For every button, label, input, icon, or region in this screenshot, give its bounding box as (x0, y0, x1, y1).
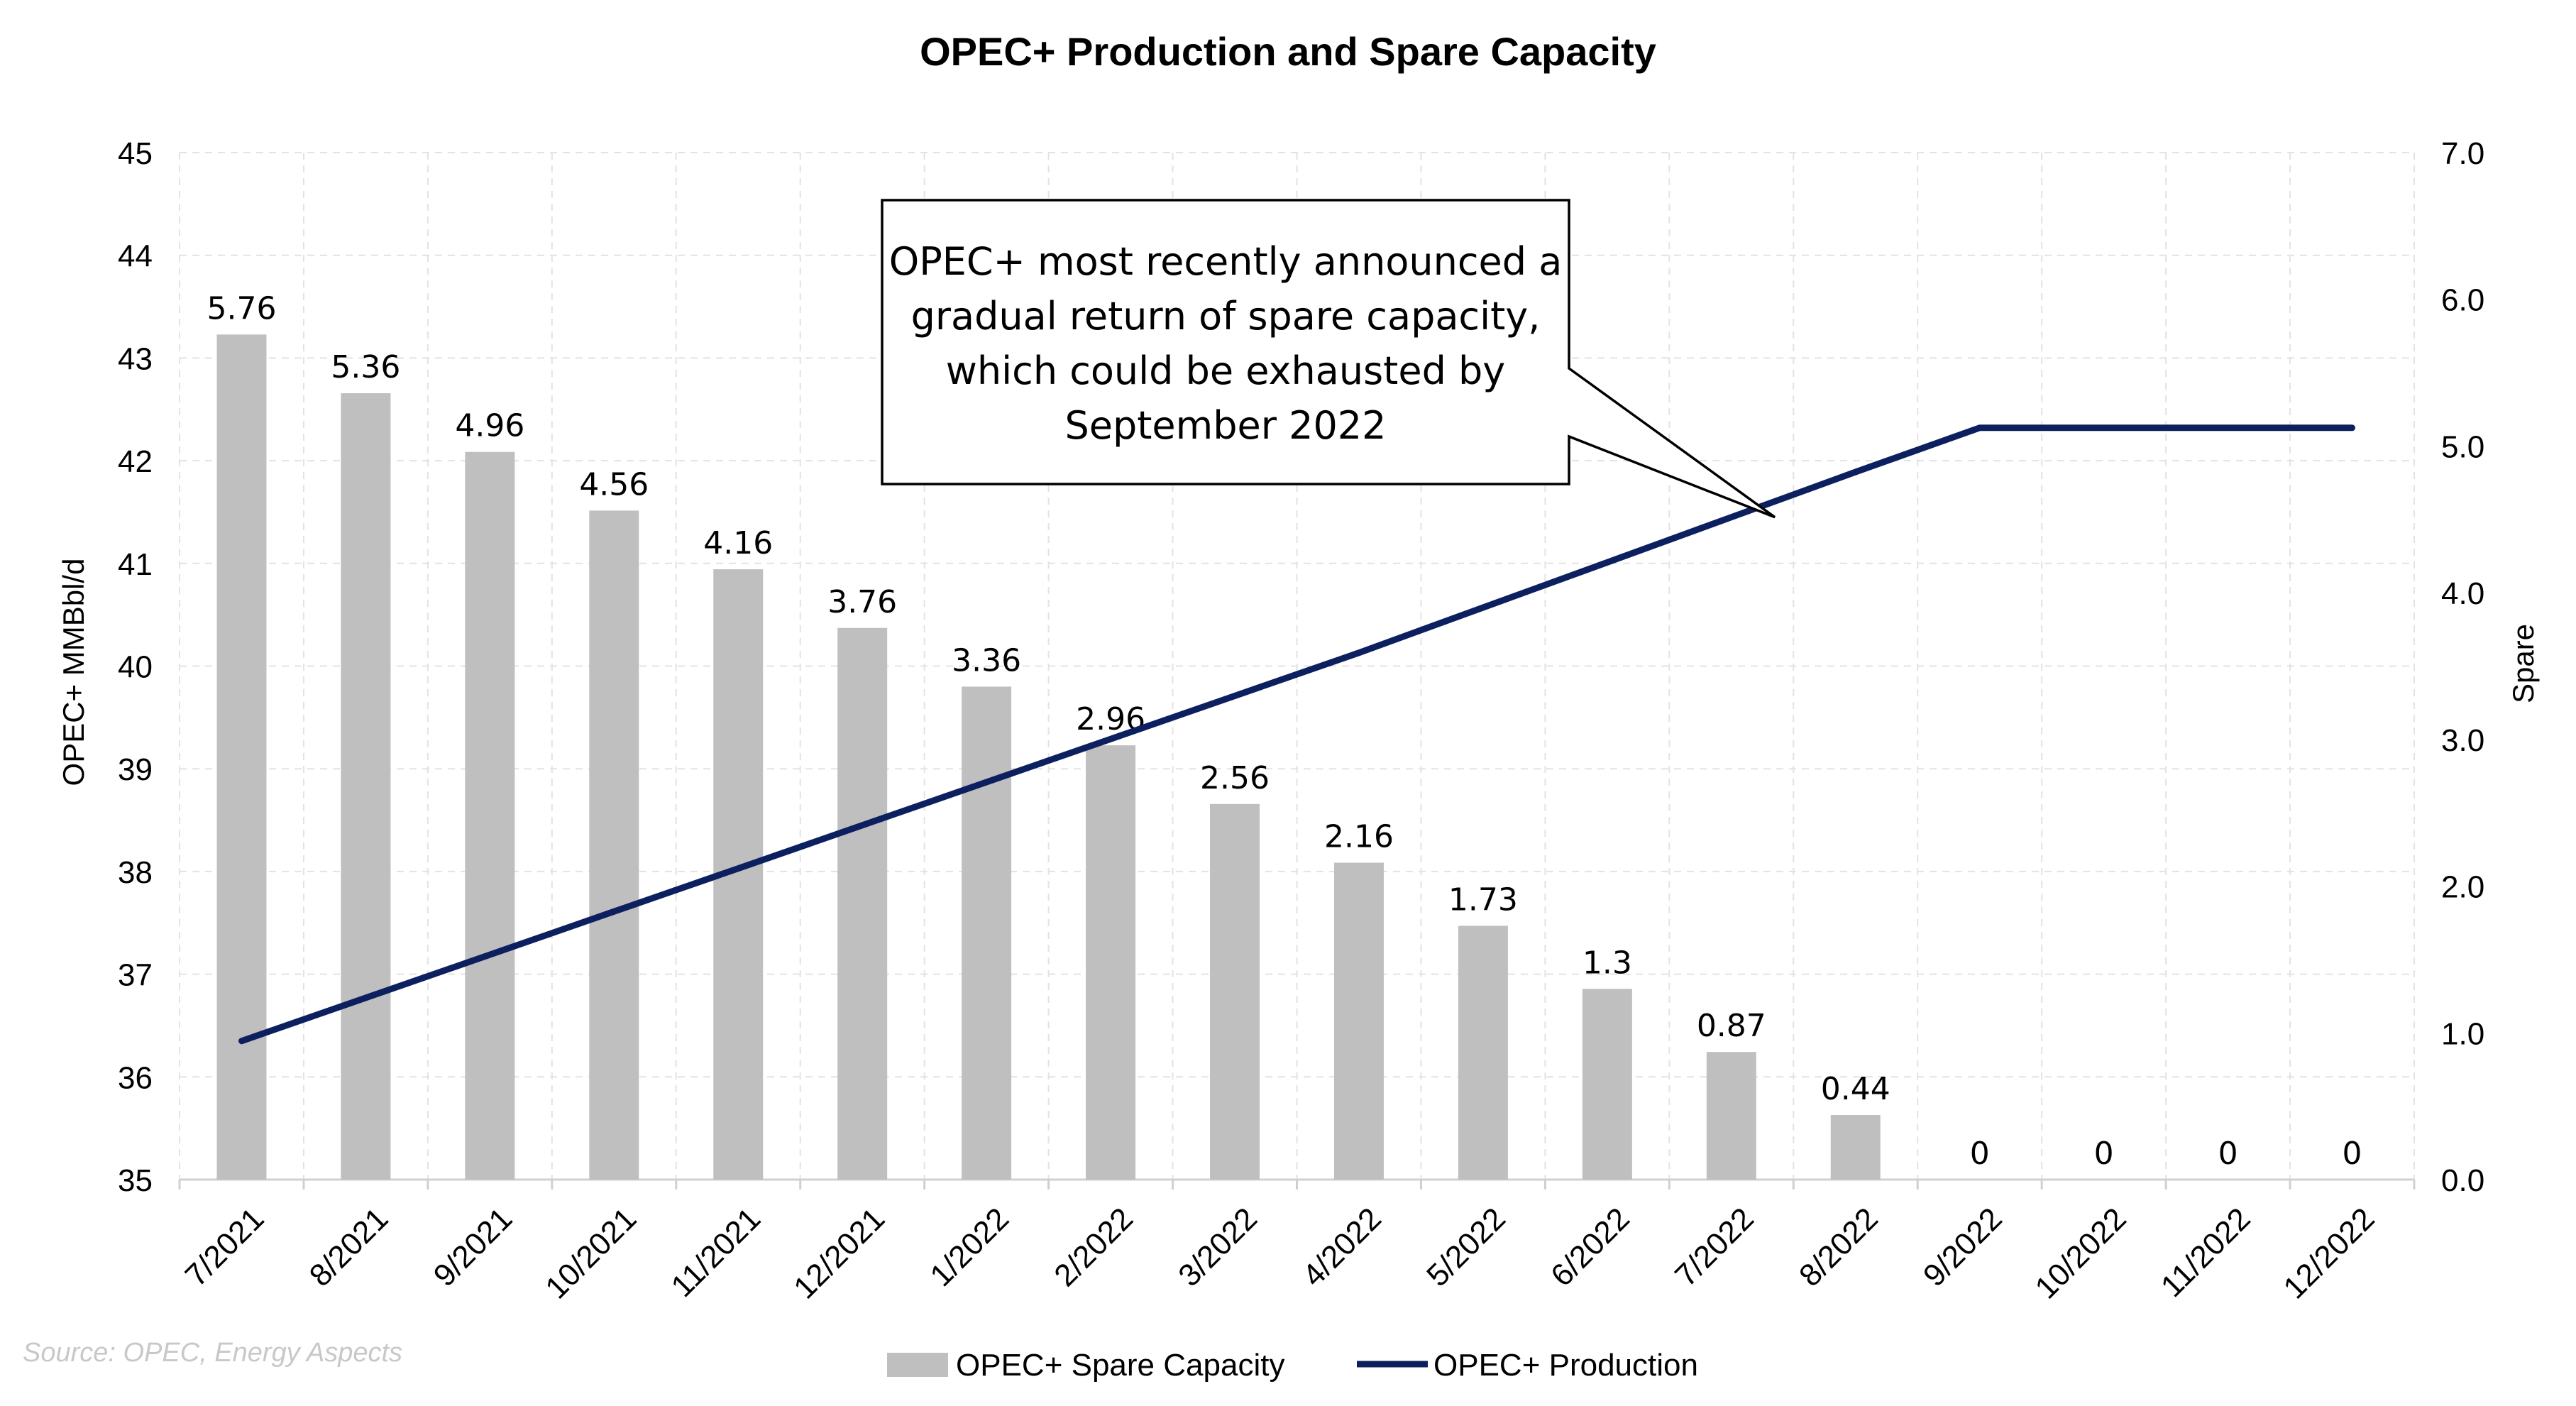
annotation-callout (881, 199, 1776, 519)
annotation: OPEC+ most recently announced a gradual r… (881, 199, 1776, 519)
bar-data-label: 0.44 (1821, 1071, 1890, 1107)
chart-title: OPEC+ Production and Spare Capacity (920, 29, 1656, 74)
bar-data-label: 5.76 (207, 290, 276, 326)
legend-label-spare-capacity: OPEC+ Spare Capacity (956, 1348, 1284, 1383)
x-axis-tick-label: 9/2022 (1917, 1201, 2009, 1293)
legend-label-production: OPEC+ Production (1433, 1348, 1698, 1383)
x-axis-tick-label: 9/2021 (427, 1201, 519, 1293)
y-axis-tick-label: 44 (118, 239, 153, 274)
y2-axis-tick-label: 4.0 (2441, 576, 2484, 611)
line-series (238, 424, 2355, 1045)
bar (962, 686, 1012, 1180)
bar (1210, 803, 1260, 1180)
bar (1458, 926, 1508, 1180)
bar-data-label: 1.73 (1448, 882, 1518, 918)
y2-axis-ticks: 0.0 1.0 2.0 3.0 4.0 5.0 6.0 7.0 (2441, 136, 2484, 1198)
annotation-text-line: gradual return of spare capacity, (911, 294, 1541, 339)
y-axis-tick-label: 38 (118, 855, 153, 890)
x-axis-tick-label: 7/2021 (179, 1201, 271, 1293)
y-axis-ticks: 35 36 37 38 39 40 41 42 43 44 45 (118, 136, 153, 1198)
x-axis-tick-label: 1/2022 (923, 1201, 1015, 1293)
x-axis-tick-label: 5/2022 (1420, 1201, 1512, 1293)
legend: OPEC+ Spare Capacity OPEC+ Production (887, 1348, 1698, 1383)
bar (589, 510, 639, 1180)
bar-data-label: 3.76 (827, 584, 897, 620)
y-axis-tick-label: 41 (118, 547, 153, 582)
bar-data-label: 4.16 (703, 525, 773, 561)
production-line (238, 424, 2355, 1045)
bar (465, 451, 515, 1180)
annotation-text-line: which could be exhausted by (946, 348, 1506, 393)
bar (1830, 1115, 1881, 1180)
x-axis-tick-label: 7/2022 (1668, 1201, 1761, 1293)
bar-data-label: 2.16 (1324, 818, 1394, 855)
bar-data-label: 0 (1970, 1136, 1990, 1172)
x-axis-tick-label: 10/2022 (2029, 1201, 2133, 1305)
x-axis-tick-label: 8/2022 (1793, 1201, 1885, 1293)
y-axis-label: OPEC+ MMBbl/d (57, 559, 90, 786)
y-axis-tick-label: 43 (118, 341, 153, 376)
bar-data-label: 0 (2218, 1136, 2238, 1172)
x-axis-ticks: 7/2021 8/2021 9/2021 10/2021 11/2021 12/2021 1… (179, 1201, 2382, 1305)
bar (837, 627, 888, 1180)
axes (178, 1178, 2416, 1190)
y2-axis-tick-label: 6.0 (2441, 283, 2484, 318)
bar (1333, 862, 1384, 1180)
x-axis-tick-label: 12/2022 (2277, 1201, 2381, 1305)
y2-axis-tick-label: 5.0 (2441, 429, 2484, 464)
x-axis-tick-label: 11/2021 (665, 1201, 768, 1304)
y-axis-tick-label: 35 (118, 1163, 153, 1198)
x-axis-tick-label: 10/2021 (539, 1201, 643, 1305)
bar (216, 334, 267, 1180)
bar (1086, 745, 1136, 1180)
y-axis-tick-label: 37 (118, 958, 153, 993)
bar-data-label: 4.96 (455, 408, 524, 444)
x-axis-tick-label: 8/2021 (303, 1201, 395, 1293)
y2-axis-tick-label: 7.0 (2441, 136, 2484, 171)
bar-data-label: 0.87 (1697, 1008, 1766, 1044)
x-axis-tick-label: 2/2022 (1047, 1201, 1140, 1293)
bar-data-label: 3.36 (952, 642, 1021, 679)
y-axis-tick-label: 40 (118, 650, 153, 685)
legend-swatch-spare-capacity (887, 1353, 948, 1377)
y2-axis-label: Spare (2506, 624, 2540, 703)
y-axis-tick-label: 45 (118, 136, 153, 171)
bar-data-label: 2.56 (1200, 760, 1270, 796)
source-note: Source: OPEC, Energy Aspects (23, 1338, 402, 1368)
y2-axis-tick-label: 1.0 (2441, 1016, 2484, 1051)
annotation-text-line: September 2022 (1064, 403, 1386, 448)
y-axis-tick-label: 42 (118, 444, 153, 479)
x-axis-tick-label: 12/2021 (787, 1201, 891, 1305)
y-axis-tick-label: 39 (118, 752, 153, 787)
x-axis-tick-label: 3/2022 (1172, 1201, 1264, 1293)
x-axis-tick-label: 4/2022 (1296, 1201, 1388, 1293)
bar-data-labels: 5.765.364.964.564.163.763.362.962.562.16… (207, 290, 2362, 1172)
y2-axis-tick-label: 3.0 (2441, 723, 2484, 758)
bar (1706, 1052, 1756, 1180)
bar (1582, 989, 1632, 1180)
y2-axis-tick-label: 2.0 (2441, 870, 2484, 905)
bar (341, 393, 391, 1180)
y-axis-tick-label: 36 (118, 1060, 153, 1095)
x-axis-tick-label: 11/2022 (2154, 1201, 2257, 1304)
bar-data-label: 0 (2343, 1136, 2362, 1172)
annotation-text-line: OPEC+ most recently announced a (889, 239, 1563, 284)
bar-data-label: 0 (2094, 1136, 2114, 1172)
bar-data-label: 5.36 (331, 349, 400, 385)
x-axis-tick-label: 6/2022 (1544, 1201, 1636, 1293)
bar-data-label: 4.56 (579, 466, 649, 502)
y2-axis-tick-label: 0.0 (2441, 1163, 2484, 1198)
bar-data-label: 1.3 (1583, 945, 1632, 981)
